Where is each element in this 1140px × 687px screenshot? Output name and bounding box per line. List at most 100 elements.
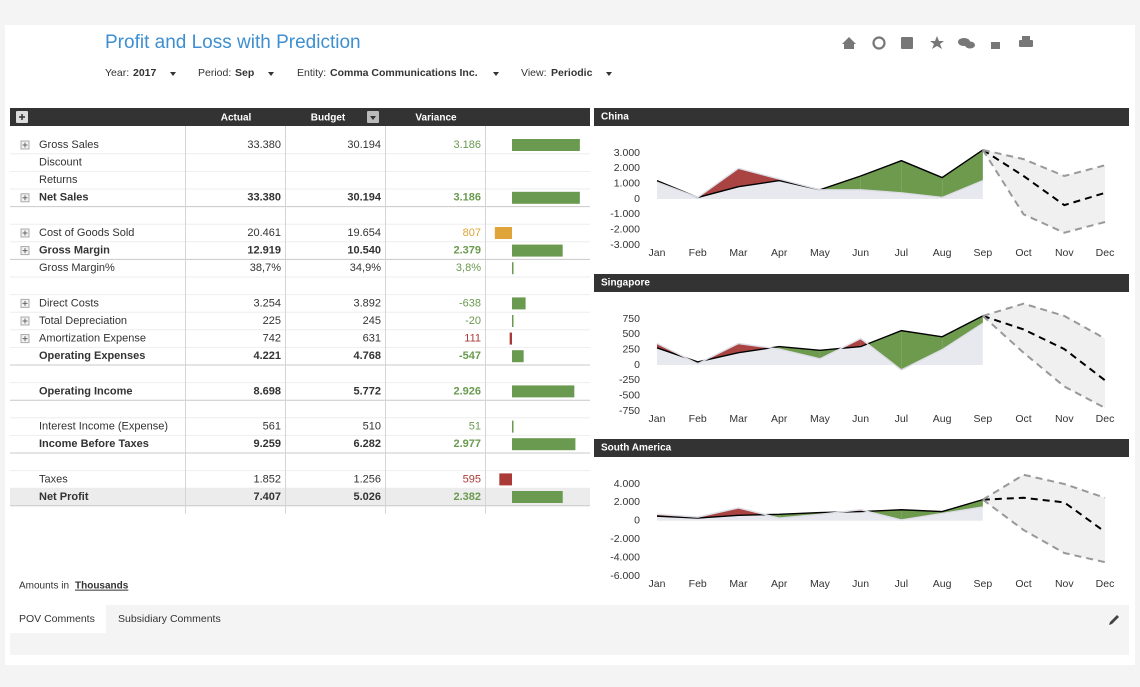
x-tick-label: Jun bbox=[852, 413, 869, 425]
variance-bar bbox=[512, 297, 526, 310]
variance-value: 807 bbox=[463, 227, 481, 239]
x-tick-label: Sep bbox=[973, 247, 992, 259]
variance-area bbox=[860, 160, 902, 193]
filter-value[interactable]: Periodic bbox=[551, 67, 593, 79]
y-tick-label: -6.000 bbox=[610, 570, 640, 582]
filter-value[interactable]: 2017 bbox=[133, 67, 157, 79]
variance-value: 3.186 bbox=[453, 139, 481, 151]
chart-title: South America bbox=[601, 443, 672, 454]
actual-value: 4.221 bbox=[253, 350, 281, 362]
x-tick-label: May bbox=[810, 247, 831, 259]
expand-plus bbox=[22, 300, 28, 306]
chart-title-bar bbox=[594, 274, 1129, 292]
row-label: Net Profit bbox=[39, 491, 89, 503]
variance-value: -638 bbox=[459, 297, 481, 309]
edit-icon[interactable] bbox=[1109, 615, 1119, 625]
x-tick-label: Jan bbox=[649, 247, 666, 259]
amounts-unit[interactable]: Thousands bbox=[75, 581, 129, 592]
home-icon[interactable] bbox=[842, 37, 856, 49]
tab-active[interactable] bbox=[10, 605, 106, 633]
budget-value: 5.772 bbox=[353, 385, 381, 397]
forecast-bound bbox=[982, 498, 1106, 564]
row-label: Cost of Goods Sold bbox=[39, 227, 134, 239]
variance-value: -20 bbox=[465, 315, 481, 327]
row-label: Amortization Expense bbox=[39, 333, 146, 345]
budget-value: 6.282 bbox=[353, 438, 381, 450]
forecast-bound bbox=[982, 148, 1106, 178]
x-tick-label: Dec bbox=[1096, 413, 1115, 425]
actual-value: 38,7% bbox=[250, 262, 281, 274]
x-tick-label: Jun bbox=[852, 578, 869, 590]
row-highlight bbox=[10, 488, 590, 506]
comments-area bbox=[10, 633, 1129, 655]
forecast-bound bbox=[982, 315, 1106, 409]
budget-value: 19.654 bbox=[347, 227, 381, 239]
actual-value: 1.852 bbox=[253, 473, 281, 485]
y-tick-label: 0 bbox=[634, 359, 640, 371]
variance-bar bbox=[494, 227, 512, 239]
dropdown-arrow bbox=[493, 72, 499, 76]
actual-value: 12.919 bbox=[247, 245, 281, 257]
comment-tab[interactable]: Subsidiary Comments bbox=[118, 613, 221, 625]
actual-value: 33.380 bbox=[247, 192, 281, 204]
x-tick-label: Feb bbox=[689, 578, 707, 590]
budget-area bbox=[657, 323, 983, 370]
filter-value[interactable]: Sep bbox=[235, 67, 254, 79]
variance-value: 2.977 bbox=[453, 438, 481, 450]
dropdown-arrow bbox=[606, 72, 612, 76]
forecast-bound bbox=[981, 149, 1106, 234]
variance-value: 111 bbox=[464, 333, 481, 345]
x-tick-label: Apr bbox=[771, 413, 788, 425]
budget-dropdown-arrow bbox=[370, 116, 376, 120]
variance-bar bbox=[509, 332, 512, 345]
toolbar bbox=[842, 36, 1033, 50]
series-line bbox=[656, 506, 983, 521]
variance-bar bbox=[512, 420, 514, 433]
x-tick-label: Oct bbox=[1015, 578, 1031, 590]
forecast-band bbox=[982, 474, 1106, 563]
row-label: Operating Income bbox=[39, 385, 133, 397]
y-tick-label: -500 bbox=[619, 389, 640, 401]
filter-label: Entity: bbox=[297, 67, 326, 79]
row-label: Discount bbox=[39, 157, 82, 169]
print-icon[interactable] bbox=[1019, 40, 1033, 47]
variance-bar bbox=[512, 438, 576, 451]
print-icon-top bbox=[1022, 36, 1030, 40]
filter-label: Year: bbox=[105, 67, 129, 79]
variance-bar bbox=[512, 350, 524, 363]
x-tick-label: Nov bbox=[1055, 247, 1074, 259]
y-tick-label: 2.000 bbox=[614, 496, 640, 508]
variance-bar bbox=[512, 385, 575, 398]
forecast-bound bbox=[982, 302, 1106, 340]
x-tick-label: Feb bbox=[689, 413, 707, 425]
y-tick-label: -3.000 bbox=[610, 239, 640, 251]
row-label: Operating Expenses bbox=[39, 350, 145, 362]
variance-bar bbox=[512, 139, 580, 151]
variance-value: 51 bbox=[469, 421, 481, 433]
chart-title-bar bbox=[594, 108, 1129, 126]
column-header: Variance bbox=[415, 113, 457, 124]
variance-value: -547 bbox=[459, 350, 481, 362]
budget-value: 34,9% bbox=[350, 262, 381, 274]
filter-label: Period: bbox=[198, 67, 231, 79]
filter-value[interactable]: Comma Communications Inc. bbox=[330, 67, 478, 79]
variance-value: 3.186 bbox=[453, 192, 481, 204]
x-tick-label: Aug bbox=[933, 413, 952, 425]
actual-value: 3.254 bbox=[253, 297, 281, 309]
chart-title: China bbox=[601, 112, 629, 123]
refresh-icon[interactable] bbox=[872, 36, 886, 50]
x-tick-label: May bbox=[810, 413, 831, 425]
comment-tab[interactable]: POV Comments bbox=[19, 613, 95, 625]
amounts-prefix: Amounts in bbox=[19, 581, 69, 592]
row-label: Income Before Taxes bbox=[39, 438, 149, 450]
forecast-band bbox=[982, 303, 1106, 408]
s-icon[interactable] bbox=[901, 37, 913, 49]
actual-value: 8.698 bbox=[253, 385, 281, 397]
expand-plus bbox=[22, 142, 28, 148]
expand-plus bbox=[22, 195, 28, 201]
row-label: Gross Sales bbox=[39, 139, 99, 151]
y-tick-label: 750 bbox=[622, 313, 640, 325]
unlock-icon[interactable] bbox=[991, 42, 1000, 49]
budget-value: 1.256 bbox=[353, 473, 381, 485]
star-icon[interactable] bbox=[930, 36, 944, 49]
